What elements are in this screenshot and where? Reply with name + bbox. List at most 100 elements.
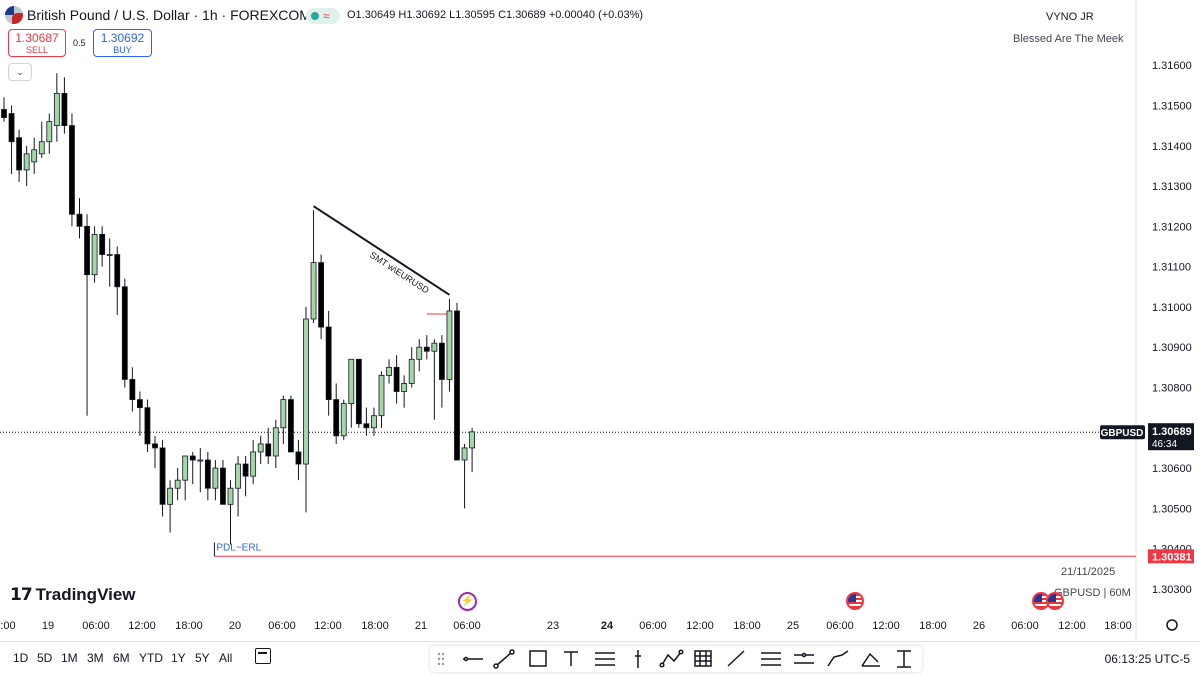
candle-up <box>250 451 257 477</box>
drawing-toolbar <box>430 646 922 672</box>
wave-icon: ≈ <box>323 9 330 23</box>
candle-down <box>220 467 226 505</box>
axis-settings-icon[interactable] <box>1166 619 1178 631</box>
fib-icon[interactable] <box>595 652 615 666</box>
candle-down <box>1 109 7 118</box>
long-position-icon[interactable] <box>635 650 641 668</box>
pdl-label: PDL~ERL <box>216 542 261 553</box>
time-tick-label: 06:00 <box>826 620 854 632</box>
price-tick-label: 1.30600 <box>1152 463 1192 475</box>
candle-down <box>129 379 136 400</box>
event-bolt-icon[interactable]: ⚡ <box>458 592 477 611</box>
market-status-badge[interactable]: ≈ <box>306 8 340 24</box>
time-tick-label: 12:00 <box>314 620 342 632</box>
price-tick-label: 1.30800 <box>1152 382 1192 394</box>
author-tagline: Blessed Are The Meek <box>1013 33 1124 45</box>
watermark-symbol: GBPUSD | 60M <box>1054 587 1131 599</box>
candle-up <box>53 92 60 127</box>
bar-countdown: 46:34 <box>1152 439 1177 450</box>
candle-down <box>76 213 83 227</box>
time-tick-label: 06:00 <box>268 620 296 632</box>
path-icon[interactable] <box>827 650 849 667</box>
buy-button[interactable]: 1.30692 BUY <box>93 29 152 57</box>
candle-down <box>69 125 75 215</box>
candle-down <box>159 447 166 505</box>
price-tick-label: 1.30300 <box>1152 584 1192 596</box>
candle-up <box>235 463 241 489</box>
pdl-price-bg <box>1148 549 1194 564</box>
candle-up <box>106 254 113 256</box>
buy-price: 1.30692 <box>100 31 145 45</box>
rectangle-icon[interactable] <box>529 650 547 667</box>
timeframe-1d[interactable]: 1D <box>13 651 29 665</box>
regression-icon[interactable] <box>794 652 814 664</box>
trend-line-icon[interactable] <box>493 649 515 669</box>
text-icon[interactable] <box>564 651 578 666</box>
candle-up <box>257 443 264 453</box>
us-event-flag-icon[interactable] <box>846 592 864 610</box>
timeframe-1m[interactable]: 1M <box>61 651 78 665</box>
candle-down <box>16 137 23 171</box>
symbol-title[interactable]: British Pound / U.S. Dollar · 1h · FOREX… <box>27 7 311 23</box>
timeframe-5y[interactable]: 5Y <box>195 651 210 665</box>
candle-up <box>431 342 438 352</box>
pattern-icon[interactable] <box>659 649 684 668</box>
candle-up <box>303 318 309 465</box>
author-name: VYNO JR <box>1046 11 1094 23</box>
gann-icon[interactable] <box>694 650 712 667</box>
timeframe-ytd[interactable]: YTD <box>139 651 163 665</box>
candle-down <box>61 92 68 127</box>
pdl-price-label: 1.30381 <box>1152 551 1192 563</box>
sell-label: SELL <box>25 45 49 55</box>
candle-up <box>212 467 219 489</box>
measure-icon[interactable] <box>897 650 911 668</box>
time-tick-label: 18:00 <box>919 620 947 632</box>
sell-button[interactable]: 1.30687 SELL <box>8 29 66 57</box>
price-tick-label: 1.31400 <box>1152 141 1192 153</box>
time-tick-label: 18:00 <box>175 620 203 632</box>
candle-down <box>8 113 15 143</box>
us-event-flag-icon[interactable] <box>1046 592 1064 610</box>
time-tick-label: 26 <box>973 620 985 632</box>
timeframe-1y[interactable]: 1Y <box>171 651 186 665</box>
brush-icon[interactable] <box>861 652 880 667</box>
timeframe-5d[interactable]: 5D <box>37 651 53 665</box>
market-open-icon <box>311 12 319 20</box>
timeframe-6m[interactable]: 6M <box>113 651 130 665</box>
timeframe-all[interactable]: All <box>219 651 233 665</box>
logo-text: TradingView <box>35 585 136 604</box>
time-tick-label: 24 <box>601 620 614 632</box>
chevron-down-icon[interactable]: ⌄ <box>8 63 32 81</box>
price-tick-label: 1.31000 <box>1152 302 1192 314</box>
price-chart[interactable]: 1.31600 1.31500 1.31400 1.31300 1.31200 1.311… <box>0 0 1200 641</box>
candle-down <box>454 310 460 461</box>
candle-down <box>318 262 325 328</box>
time-tick-label: 18:00 <box>361 620 389 632</box>
candle-up <box>280 399 287 429</box>
utc-clock[interactable]: 06:13:25 UTC-5 <box>1104 652 1190 666</box>
tradingview-logo[interactable]: 17 TradingView <box>10 584 136 606</box>
calendar-icon[interactable] <box>255 648 271 664</box>
candle-down <box>84 225 90 276</box>
time-tick-label: 23 <box>547 620 559 632</box>
time-tick-label: 12:00 <box>1058 620 1086 632</box>
bottom-toolbar: 1D 5D 1M 3M 6M YTD 1Y 5Y All <box>0 641 1200 675</box>
tradingview-logo-icon: 17 <box>10 585 33 605</box>
candle-up <box>182 455 189 481</box>
time-tick-label: 12:00 <box>686 620 714 632</box>
candle-up <box>167 487 174 505</box>
price-tick-label: 1.31600 <box>1152 60 1192 72</box>
candle-down <box>393 366 400 392</box>
time-tick-label: 19 <box>42 620 54 632</box>
parallel-channel-icon[interactable] <box>761 652 781 666</box>
spread-value: 0.5 <box>73 38 86 48</box>
horizontal-line-icon[interactable] <box>463 656 483 662</box>
sell-price: 1.30687 <box>15 31 59 45</box>
candle-down <box>325 326 332 400</box>
candle-down <box>189 455 196 461</box>
candle-up <box>469 431 476 449</box>
timeframe-3m[interactable]: 3M <box>87 651 104 665</box>
ray-icon[interactable] <box>727 650 745 667</box>
candle-down <box>136 399 143 409</box>
